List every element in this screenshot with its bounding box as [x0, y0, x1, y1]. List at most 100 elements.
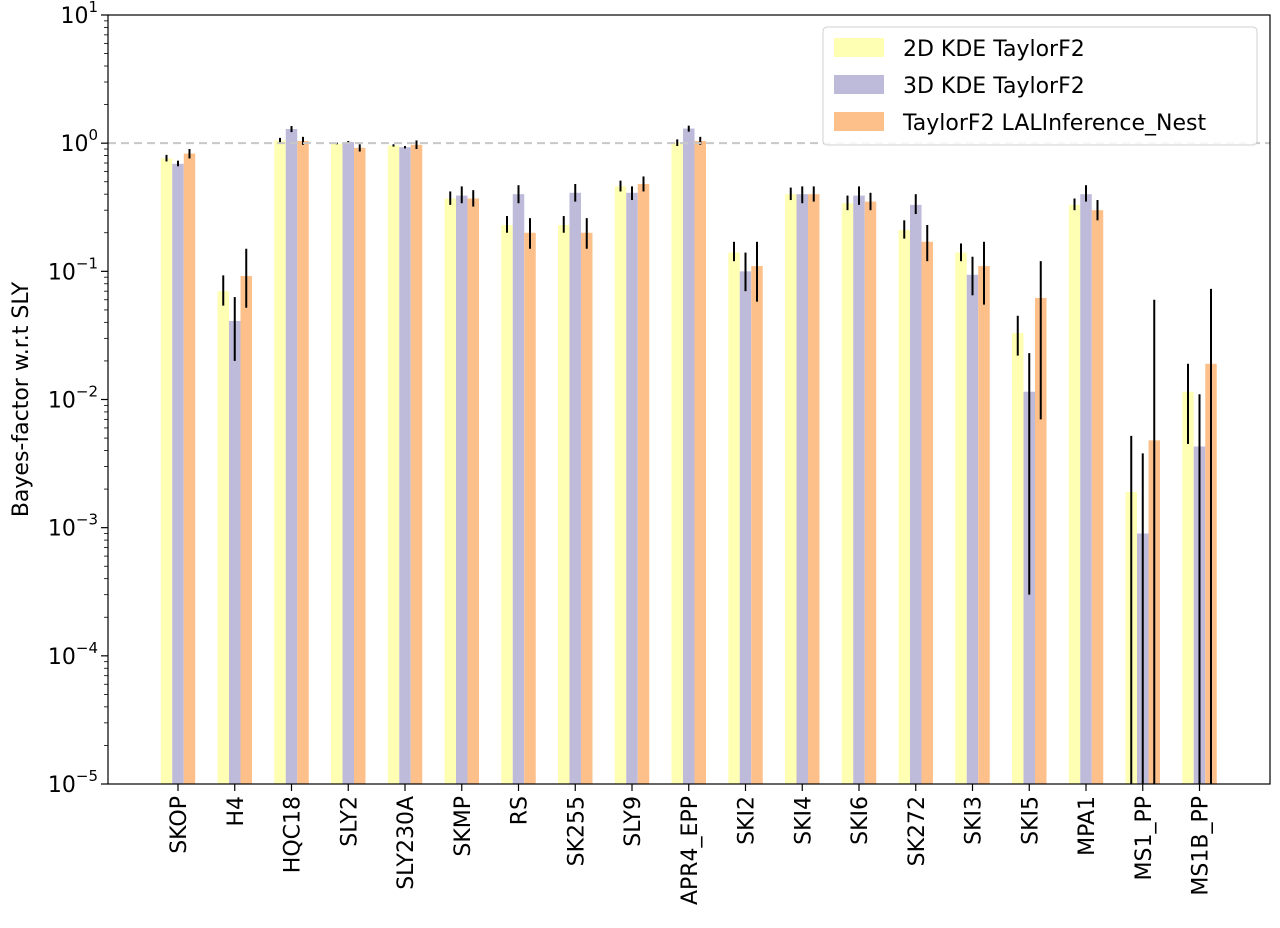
y-tick-base: 10	[48, 517, 76, 542]
x-tick-label: SKI6	[848, 796, 873, 845]
x-tick-label: HQC18	[281, 796, 306, 873]
bar-sk272-series-2	[910, 204, 922, 784]
bar-skop-series-2	[172, 163, 184, 784]
bar-ski5-series-1	[1012, 333, 1024, 784]
legend-label-2: 3D KDE TaylorF2	[903, 74, 1085, 99]
y-tick-exponent: −4	[76, 639, 98, 657]
y-tick-label: 10−2	[48, 383, 98, 414]
bar-skmp-series-3	[467, 198, 479, 785]
bar-ski6-series-1	[841, 203, 854, 784]
x-axis: SKOP H4 HQC18 SLY2 SLY230A SKMP RS SK255 SLY9 APR…	[167, 784, 1214, 905]
x-tick-label: SKI2	[735, 796, 760, 845]
x-tick-label: MS1B_PP	[1189, 796, 1214, 896]
x-tick-label: APR4_EPP	[678, 796, 703, 905]
bar-sk255-series-2	[569, 192, 581, 785]
bar-skop-series-1	[160, 158, 173, 785]
bar-apr4_epp-series-3	[694, 140, 706, 784]
bar-hqc18-series-3	[297, 140, 309, 784]
legend-box	[822, 26, 1258, 146]
bar-ski3-series-3	[978, 266, 990, 784]
bar-rs-series-1	[501, 224, 513, 785]
bar-sly2-series-3	[354, 147, 366, 784]
x-tick-label: SLY230A	[394, 796, 419, 890]
bar-mpa1-series-2	[1080, 194, 1092, 784]
bar-sly9-series-2	[626, 192, 638, 785]
bar-skmp-series-1	[444, 198, 456, 785]
x-tick-label: SKI5	[1018, 796, 1043, 845]
x-tick-label: SKI4	[791, 796, 816, 845]
bar-hqc18-series-1	[274, 140, 286, 784]
y-tick-base: 10	[48, 260, 76, 285]
bar-ski4-series-2	[796, 194, 808, 784]
bar-ski3-series-2	[966, 274, 979, 784]
y-tick-label: 10−5	[48, 767, 98, 798]
y-tick-base: 10	[60, 4, 88, 29]
bars-layer	[160, 128, 1217, 785]
bar-skop-series-3	[183, 153, 196, 785]
bar-ski4-series-1	[785, 194, 797, 784]
y-tick-label: 101	[60, 0, 98, 29]
bar-mpa1-series-3	[1091, 210, 1104, 784]
bar-rs-series-3	[524, 232, 536, 784]
y-tick-base: 10	[60, 132, 88, 157]
x-tick-label: SKMP	[451, 796, 476, 857]
y-tick-exponent: −5	[76, 767, 98, 785]
bar-sk255-series-3	[581, 232, 593, 784]
x-tick-label: MPA1	[1075, 796, 1100, 856]
x-tick-label: MS1_PP	[1132, 796, 1157, 880]
bar-ski2-series-2	[739, 271, 752, 784]
y-tick-exponent: −1	[76, 254, 98, 272]
x-tick-label: H4	[224, 796, 249, 827]
bar-sly230a-series-2	[399, 147, 411, 784]
legend-swatch-2	[834, 75, 884, 94]
bar-mpa1-series-1	[1068, 204, 1081, 784]
legend-label-1: 2D KDE TaylorF2	[903, 37, 1085, 62]
y-tick-label: 10−3	[48, 511, 98, 542]
y-tick-exponent: 1	[88, 0, 98, 16]
x-tick-label: SLY9	[621, 796, 646, 847]
y-axis-label: Bayes-factor w.r.t SLY	[9, 281, 34, 517]
y-tick-exponent: −3	[76, 511, 98, 529]
y-tick-base: 10	[48, 645, 76, 670]
bar-ski6-series-3	[864, 201, 877, 785]
bar-ski5-series-3	[1035, 297, 1047, 784]
x-tick-label: RS	[508, 796, 533, 825]
bar-h4-series-2	[229, 320, 241, 784]
x-tick-label: SK255	[564, 796, 589, 866]
bar-ski6-series-2	[853, 195, 865, 784]
y-tick-label: 100	[60, 126, 98, 157]
bar-sly9-series-1	[614, 186, 627, 784]
legend-label-3: TaylorF2 LALInference_Nest	[902, 111, 1206, 136]
bar-h4-series-3	[240, 275, 252, 784]
bar-sly9-series-3	[637, 184, 650, 784]
bar-h4-series-1	[217, 291, 229, 784]
bar-ski3-series-1	[955, 252, 967, 784]
x-tick-label: SKI3	[962, 796, 987, 845]
y-tick-base: 10	[48, 389, 76, 414]
x-tick-label: SLY2	[337, 796, 362, 847]
error-bars-layer	[165, 125, 1212, 784]
y-tick-base: 10	[48, 773, 76, 798]
y-tick-label: 10−4	[48, 639, 98, 670]
y-tick-exponent: −2	[76, 383, 98, 401]
x-tick-label: SK272	[905, 796, 930, 866]
bar-sly230a-series-3	[410, 144, 423, 785]
y-tick-exponent: 0	[88, 126, 98, 144]
bar-apr4_epp-series-2	[683, 128, 695, 784]
bar-rs-series-2	[512, 194, 525, 784]
legend: 2D KDE TaylorF2 3D KDE TaylorF2 TaylorF2 L…	[822, 26, 1258, 146]
bar-ski2-series-1	[728, 252, 740, 784]
x-tick-label: SKOP	[167, 796, 192, 854]
bar-sly2-series-1	[331, 143, 343, 785]
bar-sk272-series-1	[898, 230, 910, 785]
bar-sly2-series-2	[342, 142, 354, 785]
bar-ms1b_pp-series-1	[1182, 391, 1194, 784]
bar-sly230a-series-1	[387, 145, 400, 784]
bar-ski4-series-3	[808, 194, 820, 784]
bar-apr4_epp-series-1	[671, 142, 683, 785]
legend-swatch-3	[834, 112, 884, 131]
bar-sk272-series-3	[921, 241, 933, 784]
bar-sk255-series-1	[558, 224, 570, 785]
